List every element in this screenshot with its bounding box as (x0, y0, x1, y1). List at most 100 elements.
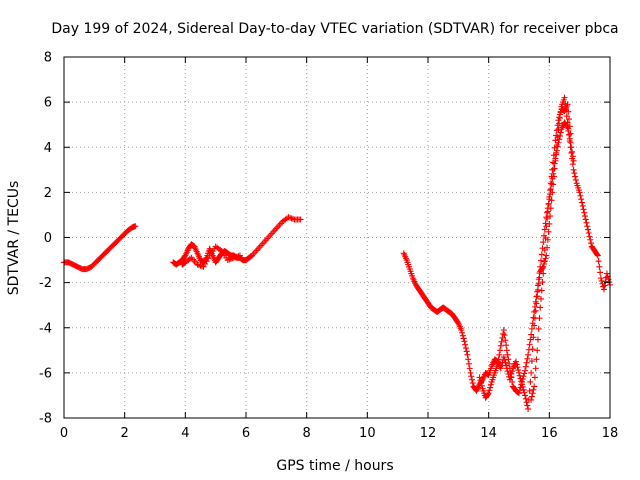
data-point (565, 108, 572, 115)
data-point (556, 132, 563, 139)
y-tick-label: 0 (44, 231, 52, 246)
data-point (595, 258, 602, 265)
data-point (544, 209, 551, 216)
data-point (508, 374, 515, 381)
data-point (516, 369, 522, 376)
data-point (535, 276, 542, 283)
data-point (564, 101, 571, 108)
data-point (465, 356, 472, 363)
data-point (547, 213, 554, 220)
axis-ticks: 0 2 4 6 8 10 12 14 16 18 -8 -6 -4 -2 0 2 4 6 8 (39, 51, 618, 442)
data-point (553, 132, 560, 139)
data-point (527, 378, 534, 385)
y-tick-label: -8 (39, 412, 52, 427)
data-point (581, 213, 588, 220)
y-tick-label: 2 (44, 186, 52, 201)
x-axis-label: GPS time / hours (276, 458, 393, 474)
data-point (594, 251, 601, 258)
data-point (497, 342, 504, 349)
data-point (531, 374, 538, 381)
data-point (519, 378, 526, 385)
data-point (550, 165, 557, 172)
x-tick-label: 0 (60, 426, 68, 441)
data-point (236, 252, 243, 259)
data-point (533, 356, 540, 363)
data-point (561, 94, 568, 101)
data-point (478, 380, 485, 387)
data-point (572, 176, 579, 183)
data-point (519, 376, 526, 383)
data-point (584, 223, 591, 230)
data-point (514, 364, 521, 371)
data-point (566, 131, 573, 138)
y-tick-label: -2 (39, 276, 52, 291)
data-point (494, 360, 501, 367)
data-point (537, 295, 544, 302)
data-point (463, 348, 470, 355)
data-point (288, 215, 295, 222)
data-point (532, 307, 539, 314)
data-point (521, 370, 528, 377)
y-tick-label: 4 (44, 141, 52, 156)
data-point (541, 246, 548, 253)
data-point (552, 137, 559, 144)
data-point (570, 157, 577, 164)
data-point (506, 360, 513, 367)
data-point (581, 209, 588, 216)
data-point (537, 304, 544, 311)
data-series (476, 119, 577, 401)
data-point (522, 363, 529, 370)
data-point (469, 380, 476, 387)
x-tick-label: 18 (602, 426, 619, 441)
data-point (503, 362, 510, 369)
x-tick-label: 16 (541, 426, 558, 441)
data-point (579, 202, 586, 209)
data-point (539, 279, 546, 286)
data-point (544, 215, 551, 222)
data-point (541, 226, 548, 233)
data-point (531, 303, 538, 310)
data-point (597, 269, 604, 276)
data-point (569, 161, 576, 168)
x-tick-label: 14 (480, 426, 497, 441)
x-tick-label: 2 (121, 426, 129, 441)
data-point (606, 279, 613, 286)
x-tick-label: 12 (420, 426, 437, 441)
data-point (551, 144, 558, 151)
data-point (520, 373, 527, 380)
y-tick-label: -4 (39, 321, 52, 336)
data-point (465, 360, 472, 367)
data-point (541, 258, 548, 265)
data-point (487, 384, 494, 391)
data-point (534, 336, 541, 343)
data-point (467, 369, 474, 376)
data-point (601, 282, 608, 289)
data-point (529, 320, 536, 327)
data-point (478, 382, 485, 389)
data-point (588, 240, 595, 247)
data-point (546, 193, 553, 200)
data-point (537, 263, 544, 270)
data-point (547, 187, 554, 194)
grid (64, 57, 610, 418)
data-series (61, 223, 139, 273)
y-tick-label: 6 (44, 96, 52, 111)
data-point (572, 173, 579, 180)
data-point (528, 396, 535, 403)
data-point (504, 351, 511, 358)
data-point (464, 351, 471, 358)
x-tick-label: 4 (181, 426, 189, 441)
data-point (522, 367, 529, 374)
data-point (527, 336, 534, 343)
data-point (501, 356, 508, 363)
data-point (578, 199, 585, 206)
data-point (556, 114, 563, 121)
data-point (132, 223, 139, 230)
data-point (536, 315, 543, 322)
data-point (459, 329, 466, 336)
data-point (533, 293, 540, 300)
data-point (461, 338, 468, 345)
data-point (517, 384, 524, 391)
data-point (596, 263, 603, 270)
